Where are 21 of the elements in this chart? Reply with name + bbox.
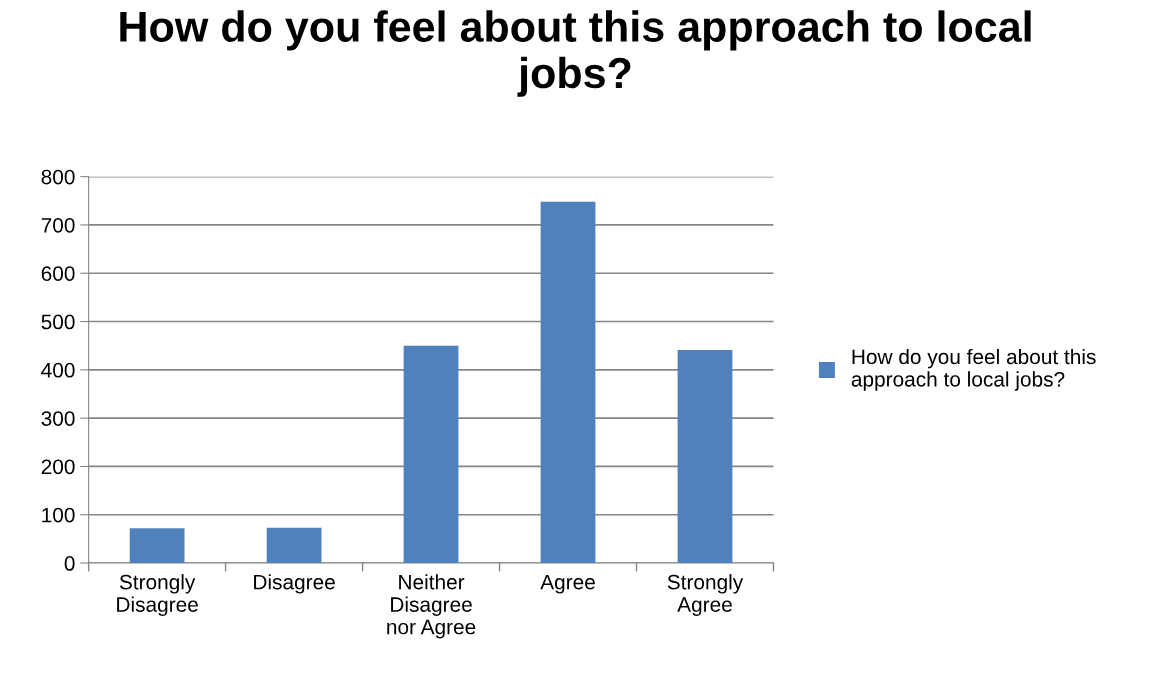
x-tick-label: Strongly Agree [667,574,744,617]
x-tick-label: Strongly Disagree [117,574,198,617]
y-tick-label: 0 [64,556,75,571]
bar [129,528,185,564]
bar [403,345,459,564]
y-tick-label: 400 [41,362,75,378]
x-tick-label: Disagree [254,574,335,594]
x-tick-label: Agree [540,574,595,594]
y-tick-label: 100 [42,507,75,523]
y-tick-label: 800 [41,169,75,185]
y-tick-label: 600 [41,266,75,281]
x-tick-label: Neither Disagree nor Agree [387,574,476,639]
bar [677,350,733,564]
y-tick-label: 500 [41,314,75,330]
bar [540,201,596,564]
y-tick-label: 700 [41,217,75,233]
legend-label: How do you feel about this approach to local jobs? [851,348,1096,391]
y-tick-label: 200 [41,459,75,475]
bar [266,527,322,564]
y-tick-label: 300 [41,411,75,426]
chart-title: How do you feel about this approach to local jobs? [120,10,1031,97]
